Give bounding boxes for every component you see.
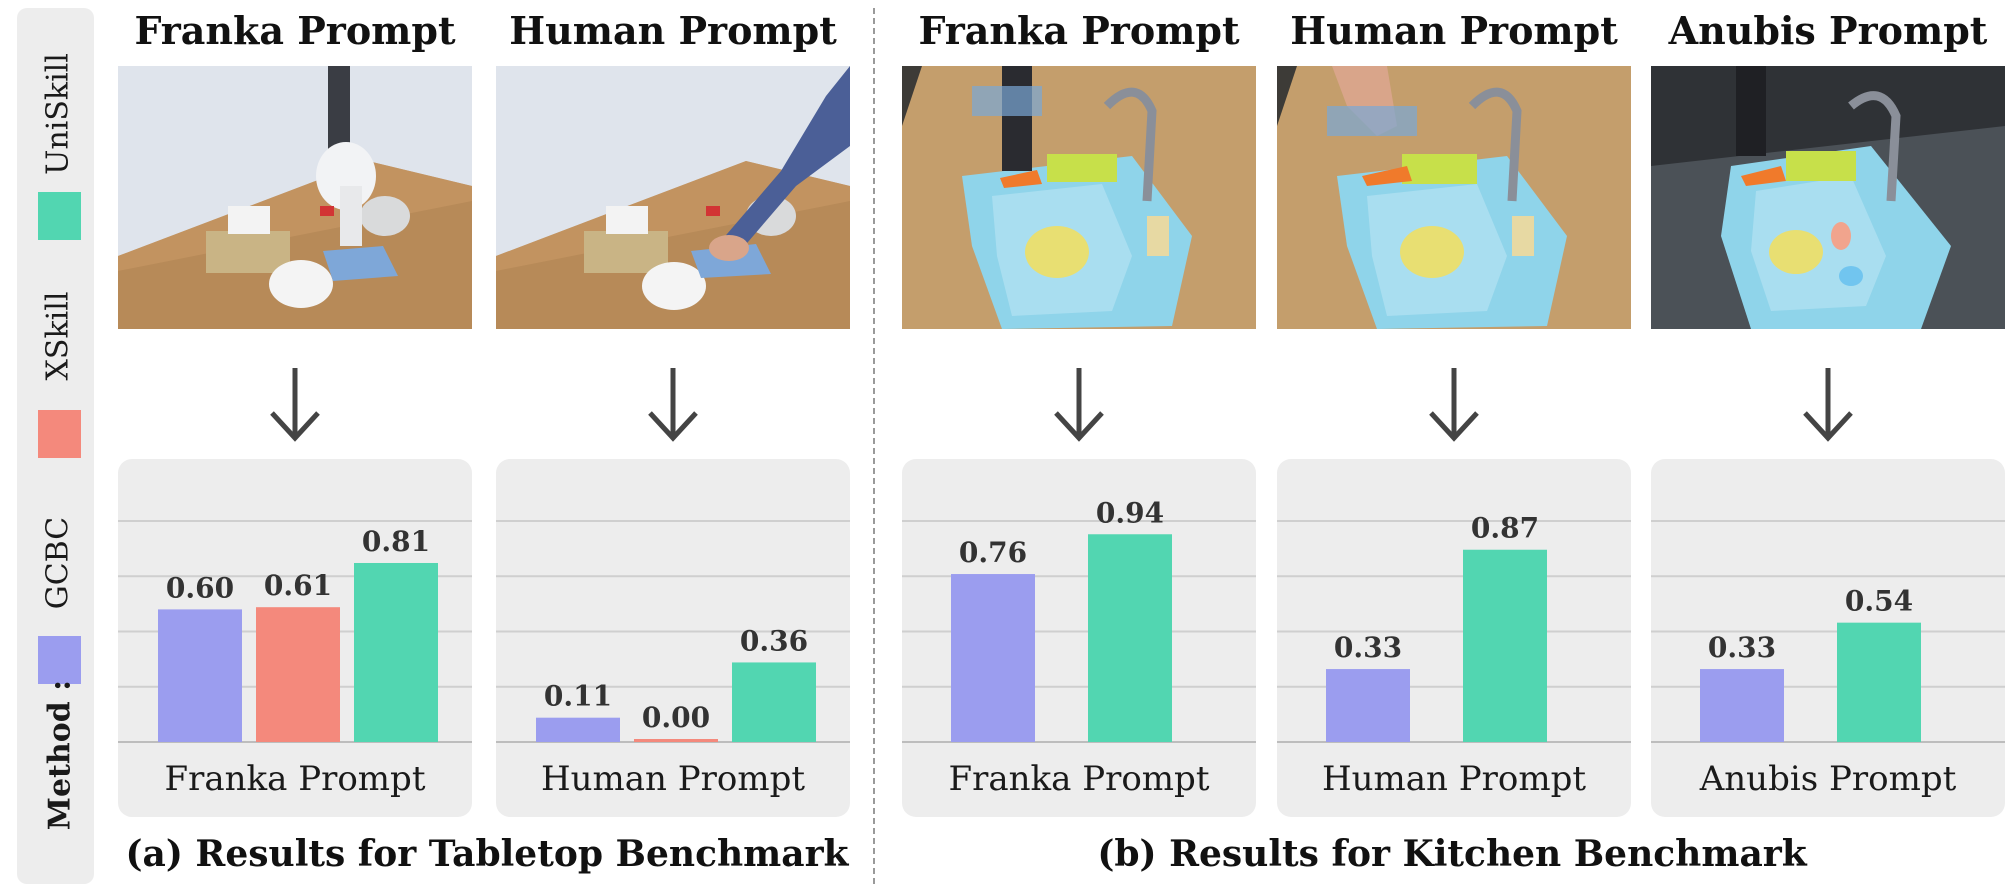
down-arrow-icon xyxy=(270,368,320,442)
bar-gcbc xyxy=(1700,669,1784,742)
prompt-photo-kitchen-human xyxy=(1277,66,1631,329)
data-label: 0.11 xyxy=(544,680,612,713)
caption-kitchen: (b) Results for Kitchen Benchmark xyxy=(1097,833,1807,875)
bar-gcbc xyxy=(951,574,1035,742)
bar-xskill xyxy=(256,607,340,742)
legend-swatch-xskill xyxy=(38,410,81,458)
x-axis-label: Franka Prompt xyxy=(948,759,1210,799)
down-arrow-icon xyxy=(1803,368,1853,442)
bar-uniskill xyxy=(1463,549,1547,742)
panel-title: Human Prompt xyxy=(509,8,837,53)
prompt-photo-kitchen-robot xyxy=(902,66,1256,329)
x-axis-label: Anubis Prompt xyxy=(1699,759,1957,799)
data-label: 0.87 xyxy=(1471,512,1539,545)
bar-chart: 0.11 0.00 0.36 Human Prompt xyxy=(496,459,850,817)
x-axis-label: Human Prompt xyxy=(1321,759,1587,799)
bar-gcbc xyxy=(1326,669,1410,742)
down-arrow-icon xyxy=(648,368,698,442)
legend-swatch-gcbc xyxy=(38,636,81,684)
caption-tabletop: (a) Results for Tabletop Benchmark xyxy=(125,833,849,875)
legend-label-uniskill: UniSkill xyxy=(40,53,76,175)
data-label: 0.54 xyxy=(1845,585,1913,618)
panel-title: Human Prompt xyxy=(1290,8,1618,53)
bar-gcbc xyxy=(536,717,620,742)
down-arrow-icon xyxy=(1054,368,1104,442)
data-label: 0.61 xyxy=(264,569,332,602)
data-label: 0.76 xyxy=(959,536,1027,569)
legend-label-gcbc: GCBC xyxy=(40,516,76,610)
panel-title: Franka Prompt xyxy=(918,8,1240,53)
data-label: 0.94 xyxy=(1096,496,1164,529)
down-arrow-icon xyxy=(1429,368,1479,442)
prompt-photo-kitchen-anubis xyxy=(1651,66,2005,329)
prompt-photo-tabletop-human xyxy=(496,66,850,329)
bar-chart: 0.33 0.54 Anubis Prompt xyxy=(1651,459,2005,817)
legend-title: Method : xyxy=(42,679,78,831)
data-label: 0.33 xyxy=(1334,631,1402,664)
bar-xskill xyxy=(634,739,718,742)
data-label: 0.36 xyxy=(740,624,808,657)
bar-uniskill xyxy=(1088,534,1172,742)
x-axis-label: Franka Prompt xyxy=(164,759,426,799)
panel-title: Anubis Prompt xyxy=(1668,8,1988,53)
bar-chart: 0.60 0.61 0.81 Franka Prompt xyxy=(118,459,472,817)
bar-uniskill xyxy=(732,662,816,742)
section-divider xyxy=(873,8,875,884)
legend-swatch-uniskill xyxy=(38,192,81,240)
bar-chart: 0.33 0.87 Human Prompt xyxy=(1277,459,1631,817)
method-legend: UniSkill XSkill GCBC Method : xyxy=(17,8,94,884)
prompt-photo-tabletop-robot xyxy=(118,66,472,329)
bar-gcbc xyxy=(158,609,242,742)
data-label: 0.60 xyxy=(166,571,234,604)
data-label: 0.33 xyxy=(1708,631,1776,664)
data-label: 0.00 xyxy=(642,701,710,734)
bar-uniskill xyxy=(354,562,438,742)
bar-chart: 0.76 0.94 Franka Prompt xyxy=(902,459,1256,817)
panel-title: Franka Prompt xyxy=(134,8,456,53)
legend-label-xskill: XSkill xyxy=(40,291,76,381)
data-label: 0.81 xyxy=(362,525,430,558)
bar-uniskill xyxy=(1837,622,1921,742)
x-axis-label: Human Prompt xyxy=(540,759,806,799)
